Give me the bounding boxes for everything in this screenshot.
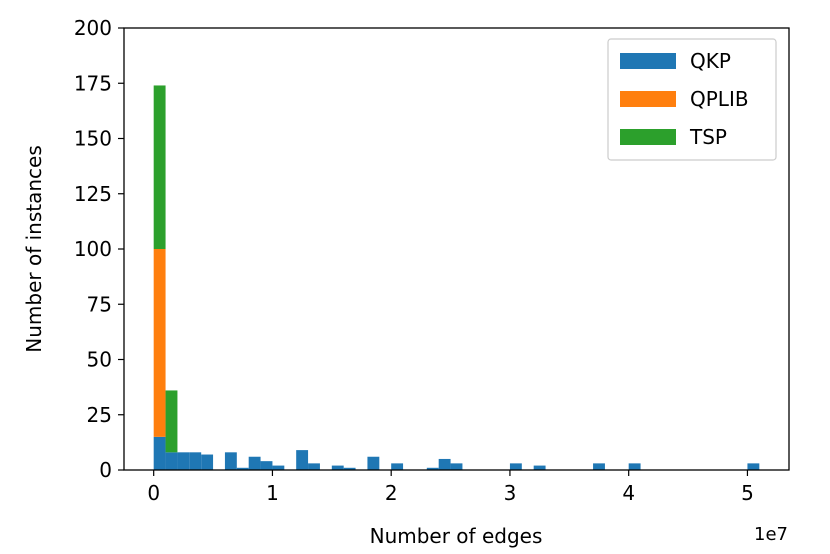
bar-qkp-3 bbox=[189, 452, 202, 470]
y-tick-label-2: 50 bbox=[87, 348, 112, 372]
bar-qkp-18 bbox=[450, 463, 463, 470]
bar-qkp-1 bbox=[165, 452, 178, 470]
bar-qplib-0 bbox=[153, 249, 166, 437]
legend-label-qplib: QPLIB bbox=[690, 87, 749, 111]
bar-qkp-11 bbox=[308, 463, 320, 470]
bar-qkp-23 bbox=[747, 463, 760, 470]
x-tick-label-3: 3 bbox=[504, 481, 517, 505]
bar-qkp-19 bbox=[509, 463, 522, 470]
legend-swatch-tsp bbox=[620, 129, 676, 145]
bar-qkp-13 bbox=[343, 467, 356, 470]
y-tick-label-8: 200 bbox=[74, 16, 112, 40]
bar-qkp-17 bbox=[438, 458, 451, 470]
bars-layer bbox=[153, 85, 760, 470]
bar-tsp-1 bbox=[165, 390, 178, 453]
x-tick-label-1: 1 bbox=[266, 481, 279, 505]
x-tick-label-5: 5 bbox=[741, 481, 754, 505]
bar-qkp-15 bbox=[391, 463, 404, 470]
y-tick-label-0: 0 bbox=[99, 458, 112, 482]
bar-qkp-8 bbox=[260, 461, 273, 470]
bar-qkp-6 bbox=[236, 467, 249, 470]
bar-qkp-4 bbox=[201, 454, 214, 470]
y-tick-label-7: 175 bbox=[74, 71, 112, 95]
x-axis-label: Number of edges bbox=[370, 524, 543, 548]
legend-swatch-qplib bbox=[620, 91, 676, 107]
legend-label-tsp: TSP bbox=[689, 125, 727, 149]
legend: QKP QPLIB TSP bbox=[607, 38, 777, 161]
bar-qkp-16 bbox=[426, 467, 439, 470]
bar-qkp-22 bbox=[628, 463, 641, 470]
y-tick-label-1: 25 bbox=[87, 403, 112, 427]
x-tick-label-4: 4 bbox=[622, 481, 635, 505]
legend-swatch-qkp bbox=[620, 53, 676, 69]
x-axis-offset-label: 1e7 bbox=[754, 524, 788, 545]
bar-qkp-2 bbox=[177, 452, 190, 470]
y-tick-label-5: 125 bbox=[74, 182, 112, 206]
x-axis-ticks: 0 1 2 3 4 5 bbox=[147, 470, 754, 505]
bar-qkp-12 bbox=[331, 465, 344, 470]
y-tick-label-3: 75 bbox=[87, 292, 112, 316]
bar-qkp-14 bbox=[367, 456, 380, 470]
bar-qkp-7 bbox=[248, 456, 261, 470]
bar-qkp-9 bbox=[272, 465, 285, 470]
bar-qkp-20 bbox=[533, 465, 546, 470]
bar-qkp-21 bbox=[593, 463, 605, 470]
x-tick-label-0: 0 bbox=[147, 481, 160, 505]
y-tick-label-6: 150 bbox=[74, 127, 112, 151]
legend-label-qkp: QKP bbox=[690, 49, 731, 73]
bar-qkp-10 bbox=[296, 450, 309, 470]
bar-qkp-0 bbox=[153, 436, 166, 470]
y-tick-label-4: 100 bbox=[74, 237, 112, 261]
bar-qkp-5 bbox=[224, 452, 237, 470]
x-tick-label-2: 2 bbox=[385, 481, 398, 505]
y-axis-ticks: 0 25 50 75 100 125 150 175 200 bbox=[74, 16, 124, 482]
y-axis-label: Number of instances bbox=[22, 145, 46, 352]
bar-tsp-0 bbox=[153, 85, 166, 250]
